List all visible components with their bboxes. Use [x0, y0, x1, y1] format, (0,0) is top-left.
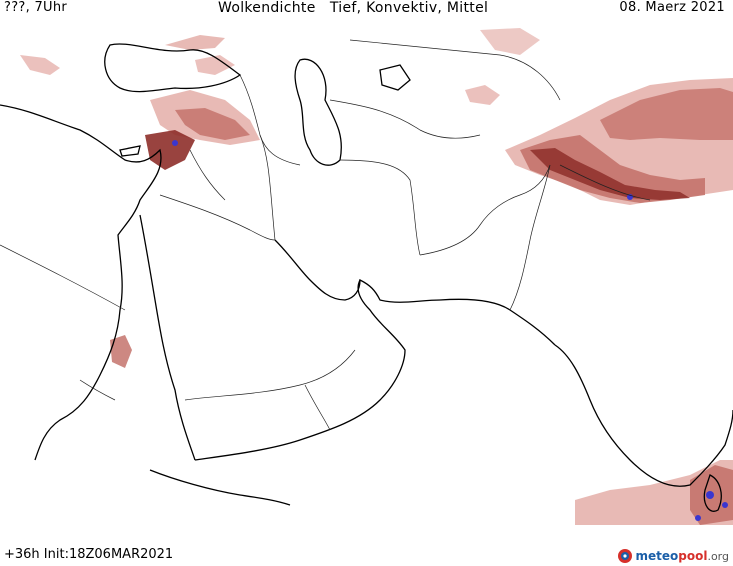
- convective-cell: [706, 491, 714, 499]
- cloud-field-east-upper: [600, 88, 733, 140]
- meteopool-brand[interactable]: meteo pool .org: [617, 548, 729, 564]
- brand-part-org: .org: [707, 549, 729, 563]
- map-title: Wolkendichte Tief, Konvektiv, Mittel: [218, 0, 489, 16]
- brand-part-meteo: meteo: [635, 549, 679, 563]
- border-iraq-iran: [259, 134, 276, 241]
- cloud-field-levant: [145, 130, 195, 170]
- border-turkmenistan: [329, 99, 481, 139]
- cloud-field-crimea: [195, 55, 235, 75]
- coast-cyprus: [119, 145, 141, 157]
- coast-caspian: [294, 58, 342, 166]
- model-run-info: +36h Init:18Z06MAR2021: [4, 547, 174, 562]
- border-egypt-sudan: [0, 244, 126, 311]
- cloud-field-caucasus: [165, 35, 225, 50]
- cloud-field-black-sea-west: [20, 55, 60, 75]
- coastlines: [0, 43, 733, 512]
- cloud-fields: [20, 28, 733, 525]
- valid-day-label: ???, 7Uhr: [4, 0, 68, 15]
- border-kazakh: [349, 39, 561, 101]
- cloud-field-anatolia-mid: [175, 108, 250, 140]
- brand-part-pool: pool: [678, 549, 708, 563]
- cloud-density-map: [0, 18, 733, 525]
- coast-arabia-west: [139, 214, 196, 461]
- convective-cell: [695, 515, 701, 521]
- border-yemen-saudi: [184, 349, 356, 401]
- cloud-field-tibet-core: [520, 135, 705, 203]
- coast-india-west: [554, 344, 733, 487]
- cloud-field-caspian-n: [465, 85, 500, 105]
- border-pakistan-india: [509, 164, 551, 311]
- border-saudi-iraq: [159, 194, 276, 241]
- border-iran-afghanistan: [339, 159, 421, 256]
- coast-aral: [379, 64, 411, 91]
- coast-sri-lanka: [703, 474, 722, 512]
- cloud-field-himalaya-dark: [530, 148, 690, 200]
- meteopool-logo-icon: [618, 549, 633, 563]
- convective-cell: [722, 502, 728, 508]
- coast-levant-africa: [0, 104, 162, 461]
- border-india-nepal: [559, 164, 651, 201]
- cloud-field-central-asia: [480, 28, 540, 55]
- border-oman: [304, 384, 331, 431]
- map-background: [0, 18, 733, 525]
- cloud-field-ethiopia: [110, 335, 132, 368]
- valid-date: 08. Maerz 2021: [619, 0, 725, 15]
- border-syria-iraq: [189, 149, 226, 201]
- coast-arabia-south: [194, 279, 406, 461]
- convective-cell: [172, 140, 178, 146]
- coast-gulf-aden: [149, 469, 291, 506]
- coast-persian-gulf: [274, 239, 441, 303]
- country-borders: [0, 39, 651, 431]
- border-afghanistan-pakistan: [419, 164, 551, 256]
- coast-black-sea: [104, 43, 242, 93]
- border-sudan-ethiopia: [79, 379, 116, 401]
